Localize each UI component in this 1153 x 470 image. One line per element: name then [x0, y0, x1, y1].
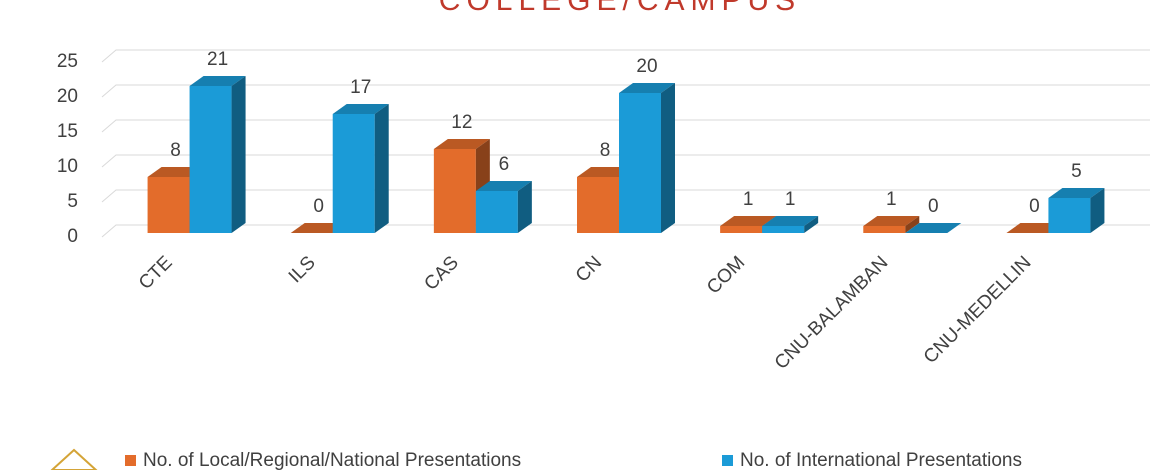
grid-line [101, 119, 1150, 133]
bar [332, 114, 375, 233]
bar [619, 93, 661, 233]
bar-top [332, 104, 389, 114]
legend-swatch [722, 455, 733, 466]
bar-side [661, 83, 675, 233]
bar-top [863, 216, 920, 226]
legend-swatch [125, 455, 136, 466]
data-label: 1 [743, 189, 754, 210]
data-label: 0 [313, 196, 324, 217]
data-label: 8 [600, 140, 611, 161]
bar-top [475, 181, 532, 191]
data-label: 1 [785, 189, 796, 210]
data-label: 6 [499, 154, 510, 175]
y-tick-label: 25 [57, 51, 78, 72]
legend-label: No. of International Presentations [740, 450, 1022, 470]
y-tick-label: 5 [67, 191, 78, 212]
data-label: 17 [350, 77, 371, 98]
x-tick-label: CNU-BALAMBAN [771, 252, 893, 374]
x-tick-label: CNU-MEDELLIN [920, 252, 1036, 368]
bar-top [619, 83, 675, 93]
y-tick-label: 20 [57, 86, 78, 107]
data-label: 8 [170, 140, 181, 161]
bar [189, 86, 232, 233]
bar-top [433, 139, 490, 149]
bar [577, 177, 619, 233]
bar-side [231, 76, 246, 233]
x-tick-label: ILS [285, 252, 320, 287]
data-label: 5 [1071, 161, 1082, 182]
x-tick-label: COM [703, 252, 749, 298]
bar [433, 149, 476, 233]
bar-top [1048, 188, 1105, 198]
grid-line [101, 154, 1150, 168]
bar [720, 226, 763, 233]
legend-label: No. of Local/Regional/National Presentat… [143, 450, 521, 470]
bar-side [905, 216, 920, 233]
x-tick-label: CAS [420, 252, 462, 294]
bar [475, 191, 518, 233]
x-tick-label: CTE [135, 252, 177, 294]
bar-side [517, 181, 532, 233]
y-tick-label: 10 [57, 156, 78, 177]
bar-side [804, 216, 819, 233]
data-label: 0 [928, 196, 939, 217]
grid-line [101, 49, 1150, 63]
chart-title: COLLEGE/CAMPUS [439, 0, 801, 17]
bar-side [374, 104, 389, 233]
decoration-triangle [50, 448, 98, 470]
data-label: 0 [1029, 196, 1040, 217]
y-tick-label: 0 [67, 226, 78, 247]
bar-top [720, 216, 777, 226]
data-label: 1 [886, 189, 897, 210]
bar-side [1090, 188, 1105, 233]
data-label: 12 [451, 112, 472, 133]
bar [762, 226, 805, 233]
data-label: 21 [207, 49, 228, 70]
bar [1048, 198, 1091, 233]
bar-top [762, 216, 819, 226]
bar-top [189, 76, 246, 86]
bar-top [905, 223, 962, 233]
grid-line [101, 84, 1150, 98]
data-label: 20 [636, 56, 657, 77]
bar [863, 226, 906, 233]
y-tick-label: 15 [57, 121, 78, 142]
grid-line [101, 189, 1150, 203]
x-tick-label: CN [572, 252, 606, 286]
bar [147, 177, 190, 233]
